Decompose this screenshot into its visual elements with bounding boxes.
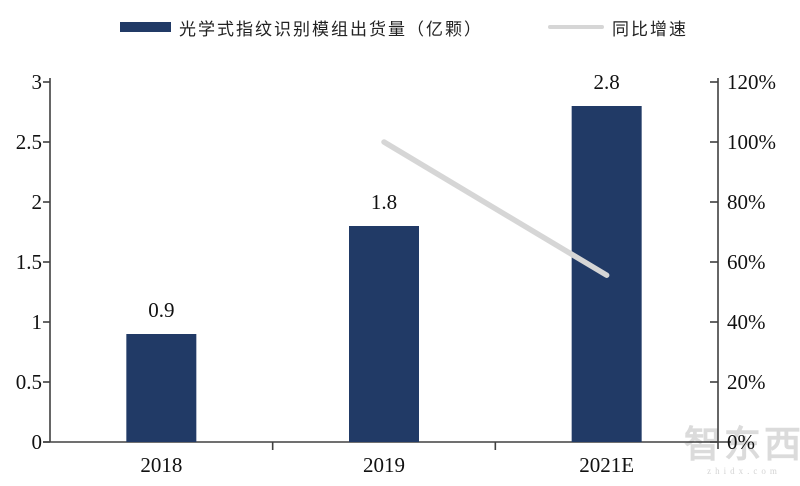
right-axis-tick-label: 120% bbox=[727, 70, 776, 94]
left-axis-tick-label: 3 bbox=[31, 70, 43, 94]
bar-series-swatch bbox=[120, 22, 171, 32]
legend: 光学式指纹识别模组出货量（亿颗） 同比增速 bbox=[0, 0, 800, 50]
left-axis-tick-label: 1.5 bbox=[15, 250, 42, 274]
category-label-2018: 2018 bbox=[140, 453, 183, 477]
category-label-2021E: 2021E bbox=[579, 453, 635, 477]
bar-2019 bbox=[349, 226, 419, 442]
line-series-swatch bbox=[548, 25, 604, 29]
watermark: 智东西 zhidx.com bbox=[684, 425, 800, 477]
watermark-logo-text: 智东西 bbox=[684, 425, 800, 466]
category-label-2019: 2019 bbox=[363, 453, 405, 477]
bar-2018 bbox=[126, 334, 197, 442]
bar-data-label: 2.8 bbox=[593, 70, 620, 94]
left-axis-tick-label: 2 bbox=[31, 190, 43, 214]
right-axis-tick-label: 80% bbox=[727, 190, 766, 214]
legend-label-growth: 同比增速 bbox=[612, 19, 688, 39]
left-axis-tick-label: 2.5 bbox=[15, 130, 42, 154]
right-axis-tick-label: 60% bbox=[727, 250, 766, 274]
left-axis-tick-label: 1 bbox=[31, 310, 43, 334]
right-axis-tick-label: 0% bbox=[727, 430, 755, 454]
left-axis-tick-label: 0.5 bbox=[15, 370, 42, 394]
growth-line bbox=[381, 139, 610, 278]
right-axis-tick-label: 100% bbox=[727, 130, 776, 154]
right-axis-tick-label: 20% bbox=[727, 370, 766, 394]
watermark-url-text: zhidx.com bbox=[707, 466, 781, 476]
legend-item-growth: 同比增速 bbox=[548, 16, 688, 39]
legend-item-shipments: 光学式指纹识别模组出货量（亿颗） bbox=[120, 16, 483, 39]
right-axis-tick-label: 40% bbox=[727, 310, 766, 334]
bar-data-label: 0.9 bbox=[148, 298, 175, 322]
left-axis-tick-label: 0 bbox=[31, 430, 43, 454]
bar-data-label: 1.8 bbox=[370, 190, 398, 214]
legend-label-shipments: 光学式指纹识别模组出货量（亿颗） bbox=[179, 19, 483, 39]
